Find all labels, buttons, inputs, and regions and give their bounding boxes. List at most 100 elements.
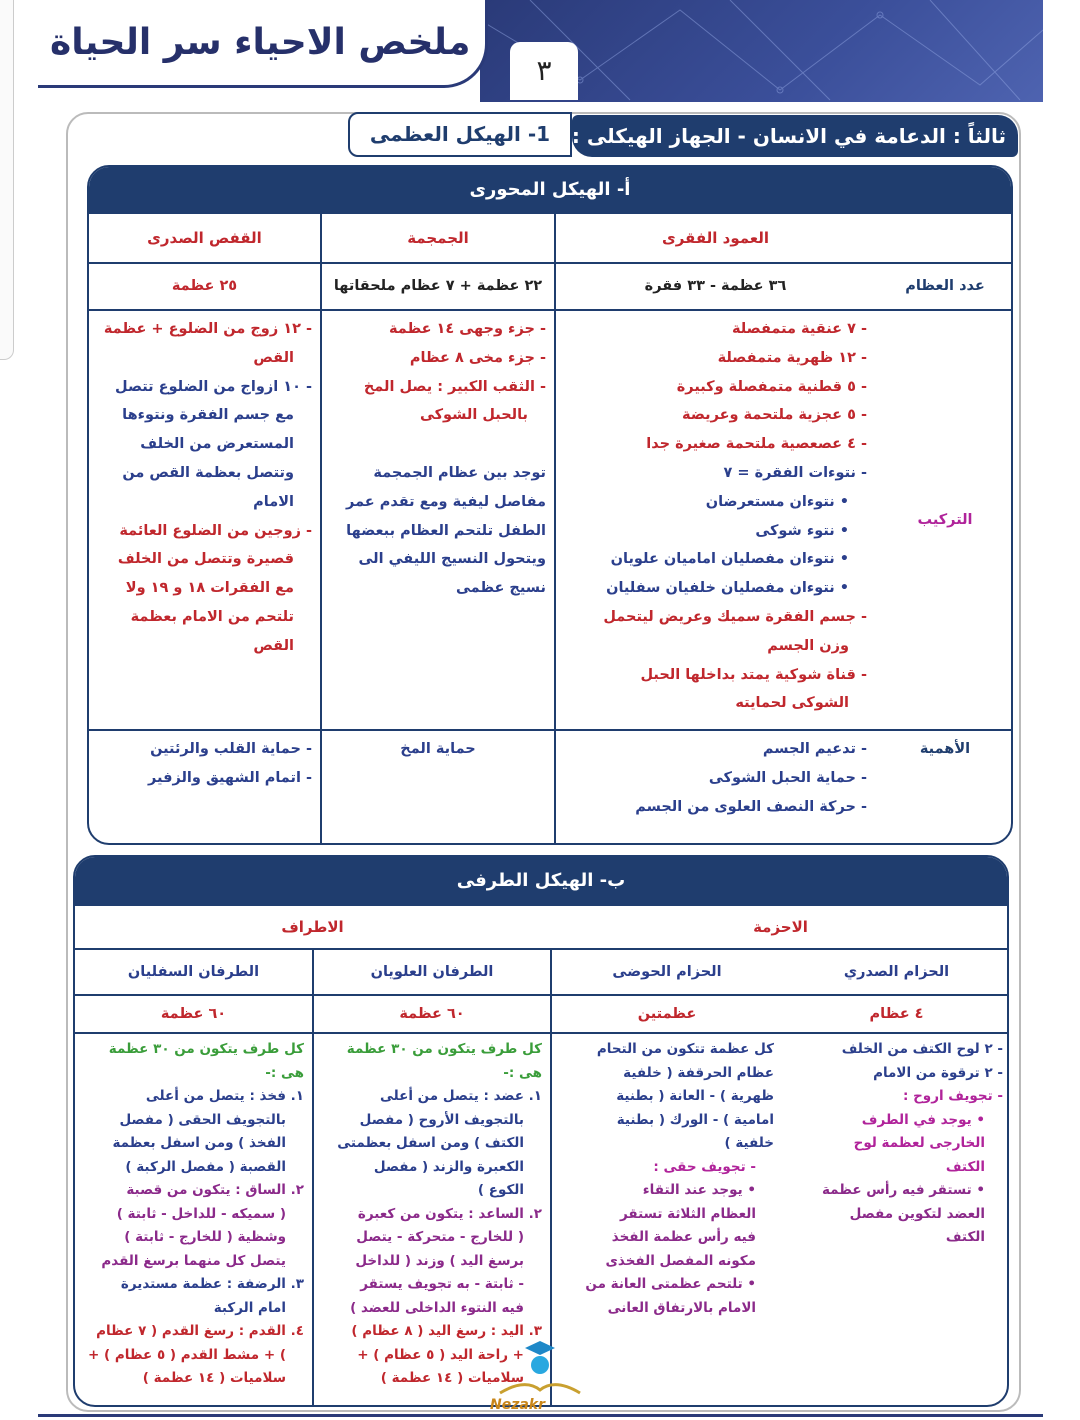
text-line: الكتف [945,1229,985,1245]
text-line: هى :- [503,1064,542,1081]
page-number: ٣ [510,42,578,100]
text-line: الامام [253,493,294,510]
content-cell: - ٢ لوح الكتف من الخلف - ٢ ترقوة من الاما… [782,1032,1007,1405]
text-line: الفخذ ) ومن اسفل بعظمة [112,1135,286,1151]
column-header: الحزام الحوضى [550,948,782,994]
text-line: توجد بين عظام الجمجمة [373,464,546,481]
text-line: - ٢ لوح الكتف من الخلف [841,1041,1003,1057]
nezakr-logo: Nezakr [480,1338,590,1413]
column-header: العمود الفقرى [554,212,875,262]
text-line: • نتوء شوكى [755,522,849,539]
text-line: مكونه المفصل الفخذى [605,1252,756,1269]
text-line: - تدعيم الجسم [762,741,867,757]
text-line: بالحبل الشوكى [419,407,528,424]
text-line: ) + مشط القدم ( ٥ عظام ) + [88,1346,286,1363]
text-line: ٢. الساق : يتكون من قصبة [126,1182,304,1198]
text-line: خلفية ) [724,1135,774,1151]
text-line: • نتوءان مستعرضان [705,493,849,510]
text-line: • نتوءان مفصليان خلفيان سفليان [606,580,849,597]
importance-cell: - حماية القلب والرئتين - اتمام الشهيق وال… [89,729,320,843]
text-line: ٤. القدم : رسغ القدم ( ٧ عظام [96,1323,304,1339]
text-line: كل عظمة تتكون من التحام [596,1041,774,1057]
content-cell: كل طرف يتكون من ٣٠ عظمة هى :- ١. فخذ : يتص… [75,1032,312,1405]
text-line: - ٥ قطنية متمفصلة وكبيرة [676,378,867,395]
content-cell: كل طرف يتكون من ٣٠ عظمة هى :- ١. عضد : يتص… [312,1032,550,1405]
text-line: يتصل كل منهما برسغ القدم [101,1252,286,1269]
count-cell: عظمتين [550,994,782,1032]
text-line: - ٥ عجزية ملتحمة وعريضة [682,407,867,424]
column-header: الطرفان السفليان [75,948,312,994]
text-line: - جزء مخى ٨ عظام [409,349,546,366]
text-line: - ثابتة - به تجويف يستقر [360,1276,524,1292]
text-line: وتتصل بعظمة القص من [122,464,294,481]
table-title: ب- الهيكل الطرفى [75,857,1007,904]
section-heading: ثالثاً : الدعامة في الانسان - الجهاز اله… [572,115,1018,157]
text-line: تلتحم من الامام بعظمة [130,608,294,625]
text-line: سلاميات ( ١٤ عظمة ) [142,1370,286,1386]
text-line: - زوجين من الضلوع العائمة [119,522,312,539]
text-line: ويتحول النسيج الليفي الى [358,551,546,568]
text-line: القصبة ( مفصل الركبة ) [125,1158,286,1175]
text-line: - ٧ عنقية متمفصلة [731,321,867,337]
text-line: - حركة النصف العلوى من الجسم [635,798,867,815]
structure-cell: - ٧ عنقية متمفصلة - ١٢ ظهرية متمفصلة - ٥ ق… [554,309,875,729]
text-line: حماية المخ [400,741,476,757]
text-line: كل طرف يتكون من ٣٠ عظمة [108,1041,304,1057]
column-header: القفص الصدرى [89,212,320,262]
text-line: • يوجد عند التقاء [642,1182,756,1198]
count-cell: ٦٠ عظمة [312,994,550,1032]
text-line: قصيرة وتتصل من الخلف [117,551,294,568]
text-line: وزن الجسم [767,637,849,654]
text-line: • تلتحم عظمتى العانة من [585,1276,756,1292]
text-line: الكتف ) ومن اسفل بعظمتى [337,1135,524,1151]
text-line: + راحة اليد ( ٥ عظام ) + [357,1346,524,1363]
text-line: - ١٠ ازواج من الضلوع تتصل [115,378,312,395]
structure-cell: - جزء وجهى ١٤ عظمة - جزء مخى ٨ عظام - الثق… [320,309,554,729]
text-line: ٣. الرضفة : عظمة مستديرة [120,1276,304,1292]
text-line: الكوع ) [477,1182,524,1198]
group-header: الاحزمة [550,904,1007,948]
text-line: امام الركبة [213,1299,286,1316]
text-line: ٢. الساعد : يتكون من كعبرة [357,1205,542,1222]
text-line: - حماية الحبل الشوكى [708,769,867,786]
row-label: الأهمية [875,729,1011,843]
text-line: - الثقب الكبير : يصل المخ [363,378,546,395]
group-header: الاطراف [75,904,550,948]
text-line: ٣. اليد : رسغ اليد ( ٨ عظام ) [351,1323,542,1339]
content-cell: كل عظمة تتكون من التحام عظام الحرقفة ( خل… [550,1032,782,1405]
column-header: الحزام الصدري [782,948,1007,994]
text-line: - اتمام الشهيق والزفير [148,769,312,786]
text-line: - قناة شوكية يمتد بداخلها الحبل [640,666,867,683]
text-line: الكتف [945,1158,985,1175]
text-line: الخارجى لعظمة لوح [853,1135,985,1151]
text-line: - ١٢ زوج من الضلوع + عظمة [103,321,312,337]
text-line: القص [253,637,294,654]
text-line: ظهرية ) - العانة ( بطنية [616,1088,774,1104]
logo-text: Nezakr [490,1397,546,1413]
text-line: - تجويف حقى : [653,1158,756,1175]
bottom-rule [38,1414,1043,1417]
structure-cell: - ١٢ زوج من الضلوع + عظمة القص - ١٠ ازواج … [89,309,320,729]
text-line: هى :- [265,1064,304,1081]
text-line: فيه رأس عظمة الفخذ [611,1229,756,1245]
text-line: العضد لتكوين مفصل [849,1205,985,1222]
importance-cell: حماية المخ [320,729,554,843]
text-line: عظام الحرقفة ( خلفية [623,1064,774,1081]
text-line: الامام بالارتفاق العانى [607,1299,756,1316]
text-line: مفاصل ليفية ومع تقدم عمر [346,493,546,510]
axial-skeleton-table: أ- الهيكل المحورى العمود الفقرى الجمجمة … [87,165,1013,845]
text-line: الشوكى لحمايته [735,695,849,712]
text-line: مع جسم الفقرة ونتوءها [122,407,294,424]
text-line: - تجويف اروح : [902,1088,1003,1104]
column-header: الطرفان العلويان [312,948,550,994]
text-line: الكعبرة والزند ( مفصل [373,1158,524,1175]
count-cell: ٢٥ عظمة [89,262,320,309]
text-line: برسغ اليد ) وزند ( للداخل [355,1252,524,1269]
text-line: نسيج عظمى [455,580,546,597]
text-line: القص [253,349,294,366]
text-line [330,430,546,459]
column-header: الجمجمة [320,212,554,262]
count-cell: ٢٢ عظمة + ٧ عظام ملحقاتها [320,262,554,309]
count-cell: ٣٦ عظمة - ٣٣ فقرة [554,262,875,309]
text-line: - جزء وجهى ١٤ عظمة [388,321,546,337]
